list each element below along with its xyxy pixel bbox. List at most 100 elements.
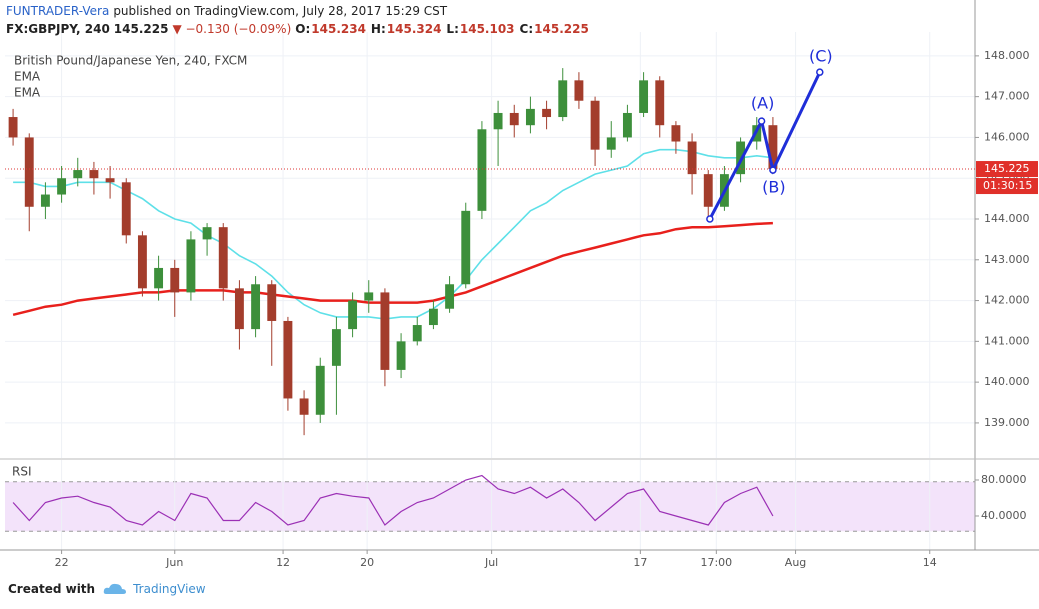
candle-body: [348, 300, 358, 330]
candle-body: [542, 108, 552, 118]
rsi-tick-label: 40.0000: [981, 509, 1027, 522]
logo: [103, 583, 127, 594]
candle-body: [331, 329, 341, 366]
y-tick-label: 140.000: [984, 375, 1030, 388]
y-tick-label: 146.000: [984, 130, 1030, 143]
ohlc-label: L:: [446, 22, 459, 36]
candle-body: [493, 112, 503, 130]
candle-body: [396, 341, 406, 370]
candle-body: [218, 227, 228, 289]
candle-body: [412, 325, 422, 342]
last: 145.225: [113, 22, 169, 36]
candle-body: [283, 320, 293, 399]
candle-body: [154, 267, 164, 289]
ema-line: [13, 148, 773, 320]
ema-line: [12, 221, 773, 317]
candle-body: [461, 210, 471, 285]
candle-body: [73, 170, 83, 179]
ohlc-label: C:: [519, 22, 534, 36]
y-tick-label: 144.000: [984, 212, 1030, 225]
candle-body: [8, 117, 18, 138]
x-tick-label: 14: [923, 556, 937, 569]
candle-body: [121, 182, 131, 236]
ohlc-value: 145.234: [311, 22, 366, 36]
footer: Created with TradingView: [8, 582, 206, 596]
legend-entry: EMA: [14, 70, 41, 84]
candle-body: [251, 284, 261, 330]
candle-body: [234, 288, 244, 330]
candle-body: [315, 365, 325, 415]
candle-body: [89, 170, 99, 179]
x-tick-label: 20: [360, 556, 374, 569]
candle-body: [509, 112, 519, 126]
ohlc: O:145.234 H:145.324 L:145.103 C:145.225: [295, 22, 594, 36]
change: ▼ −0.130 (−0.09%): [172, 22, 292, 36]
candle-body: [606, 137, 616, 150]
candle-body: [445, 284, 455, 309]
y-tick-label: 142.000: [984, 294, 1030, 307]
y-tick-label: 148.000: [984, 49, 1030, 62]
y-tick-label: 143.000: [984, 253, 1030, 266]
candle-body: [574, 80, 584, 101]
x-tick-label: Aug: [785, 556, 806, 569]
x-tick-label: Jul: [484, 556, 498, 569]
candle-body: [137, 235, 147, 289]
published: published on TradingView.com, July 28, 2…: [113, 4, 448, 18]
x-tick-label: 22: [55, 556, 69, 569]
candle-body: [267, 284, 277, 321]
legend-entry: EMA: [14, 86, 41, 100]
candle-body: [428, 308, 438, 326]
wave-point: [816, 68, 824, 76]
created: Created with: [8, 582, 96, 596]
x-tick-label: 17:00: [700, 556, 732, 569]
candle-body: [671, 125, 681, 142]
countdown-box: [976, 178, 1038, 195]
ohlc-label: O:: [295, 22, 311, 36]
rsi-legend: RSI: [12, 465, 32, 479]
wave-label: (B): [762, 178, 785, 197]
ohlc-value: 145.103: [459, 22, 515, 36]
author[interactable]: FUNTRADER-Vera: [6, 4, 110, 18]
wave-label: (A): [751, 94, 774, 113]
candle-body: [170, 267, 180, 293]
candle-body: [364, 292, 374, 301]
brand[interactable]: TradingView: [133, 582, 206, 596]
candle-body: [57, 178, 67, 195]
header-line: FUNTRADER-Vera published on TradingView.c…: [6, 4, 451, 18]
ohlc-value: 145.225: [534, 22, 589, 36]
symbol: FX:GBPJPY, 240: [6, 22, 110, 36]
candle-body: [687, 141, 697, 175]
last-price-label: 145.225: [984, 162, 1030, 175]
wave-label: (C): [809, 47, 833, 66]
rsi-line: [12, 474, 774, 526]
candle-body: [105, 178, 115, 183]
candle-body: [590, 100, 600, 150]
ohlc-label: H:: [370, 22, 386, 36]
rsi-band: [5, 481, 975, 532]
rsi-tick-label: 80.0000: [981, 473, 1027, 486]
wave-point: [757, 117, 766, 125]
x-tick-label: 12: [276, 556, 290, 569]
candle-body: [639, 80, 649, 113]
y-tick-label: 139.000: [984, 416, 1030, 429]
candle-body: [40, 194, 50, 207]
x-tick-label: Jun: [165, 556, 183, 569]
countdown: 01:30:15: [983, 179, 1032, 192]
ohlc-value: 145.324: [386, 22, 442, 36]
candle-body: [202, 227, 212, 240]
candle-body: [655, 80, 665, 126]
y-tick-label: 141.000: [984, 334, 1030, 347]
candle-body: [703, 174, 713, 207]
candle-body: [299, 398, 309, 415]
symbol-line: FX:GBPJPY, 240 145.225 ▼ −0.130 (−0.09%) O:…: [6, 22, 598, 36]
candle-body: [186, 239, 196, 293]
last-price-box: [976, 161, 1038, 178]
wave-point: [769, 166, 777, 174]
x-tick-label: 17: [633, 556, 647, 569]
candle-body: [768, 125, 778, 170]
candle-body: [24, 137, 34, 207]
candle-body: [622, 112, 632, 138]
candle-body: [558, 80, 568, 118]
